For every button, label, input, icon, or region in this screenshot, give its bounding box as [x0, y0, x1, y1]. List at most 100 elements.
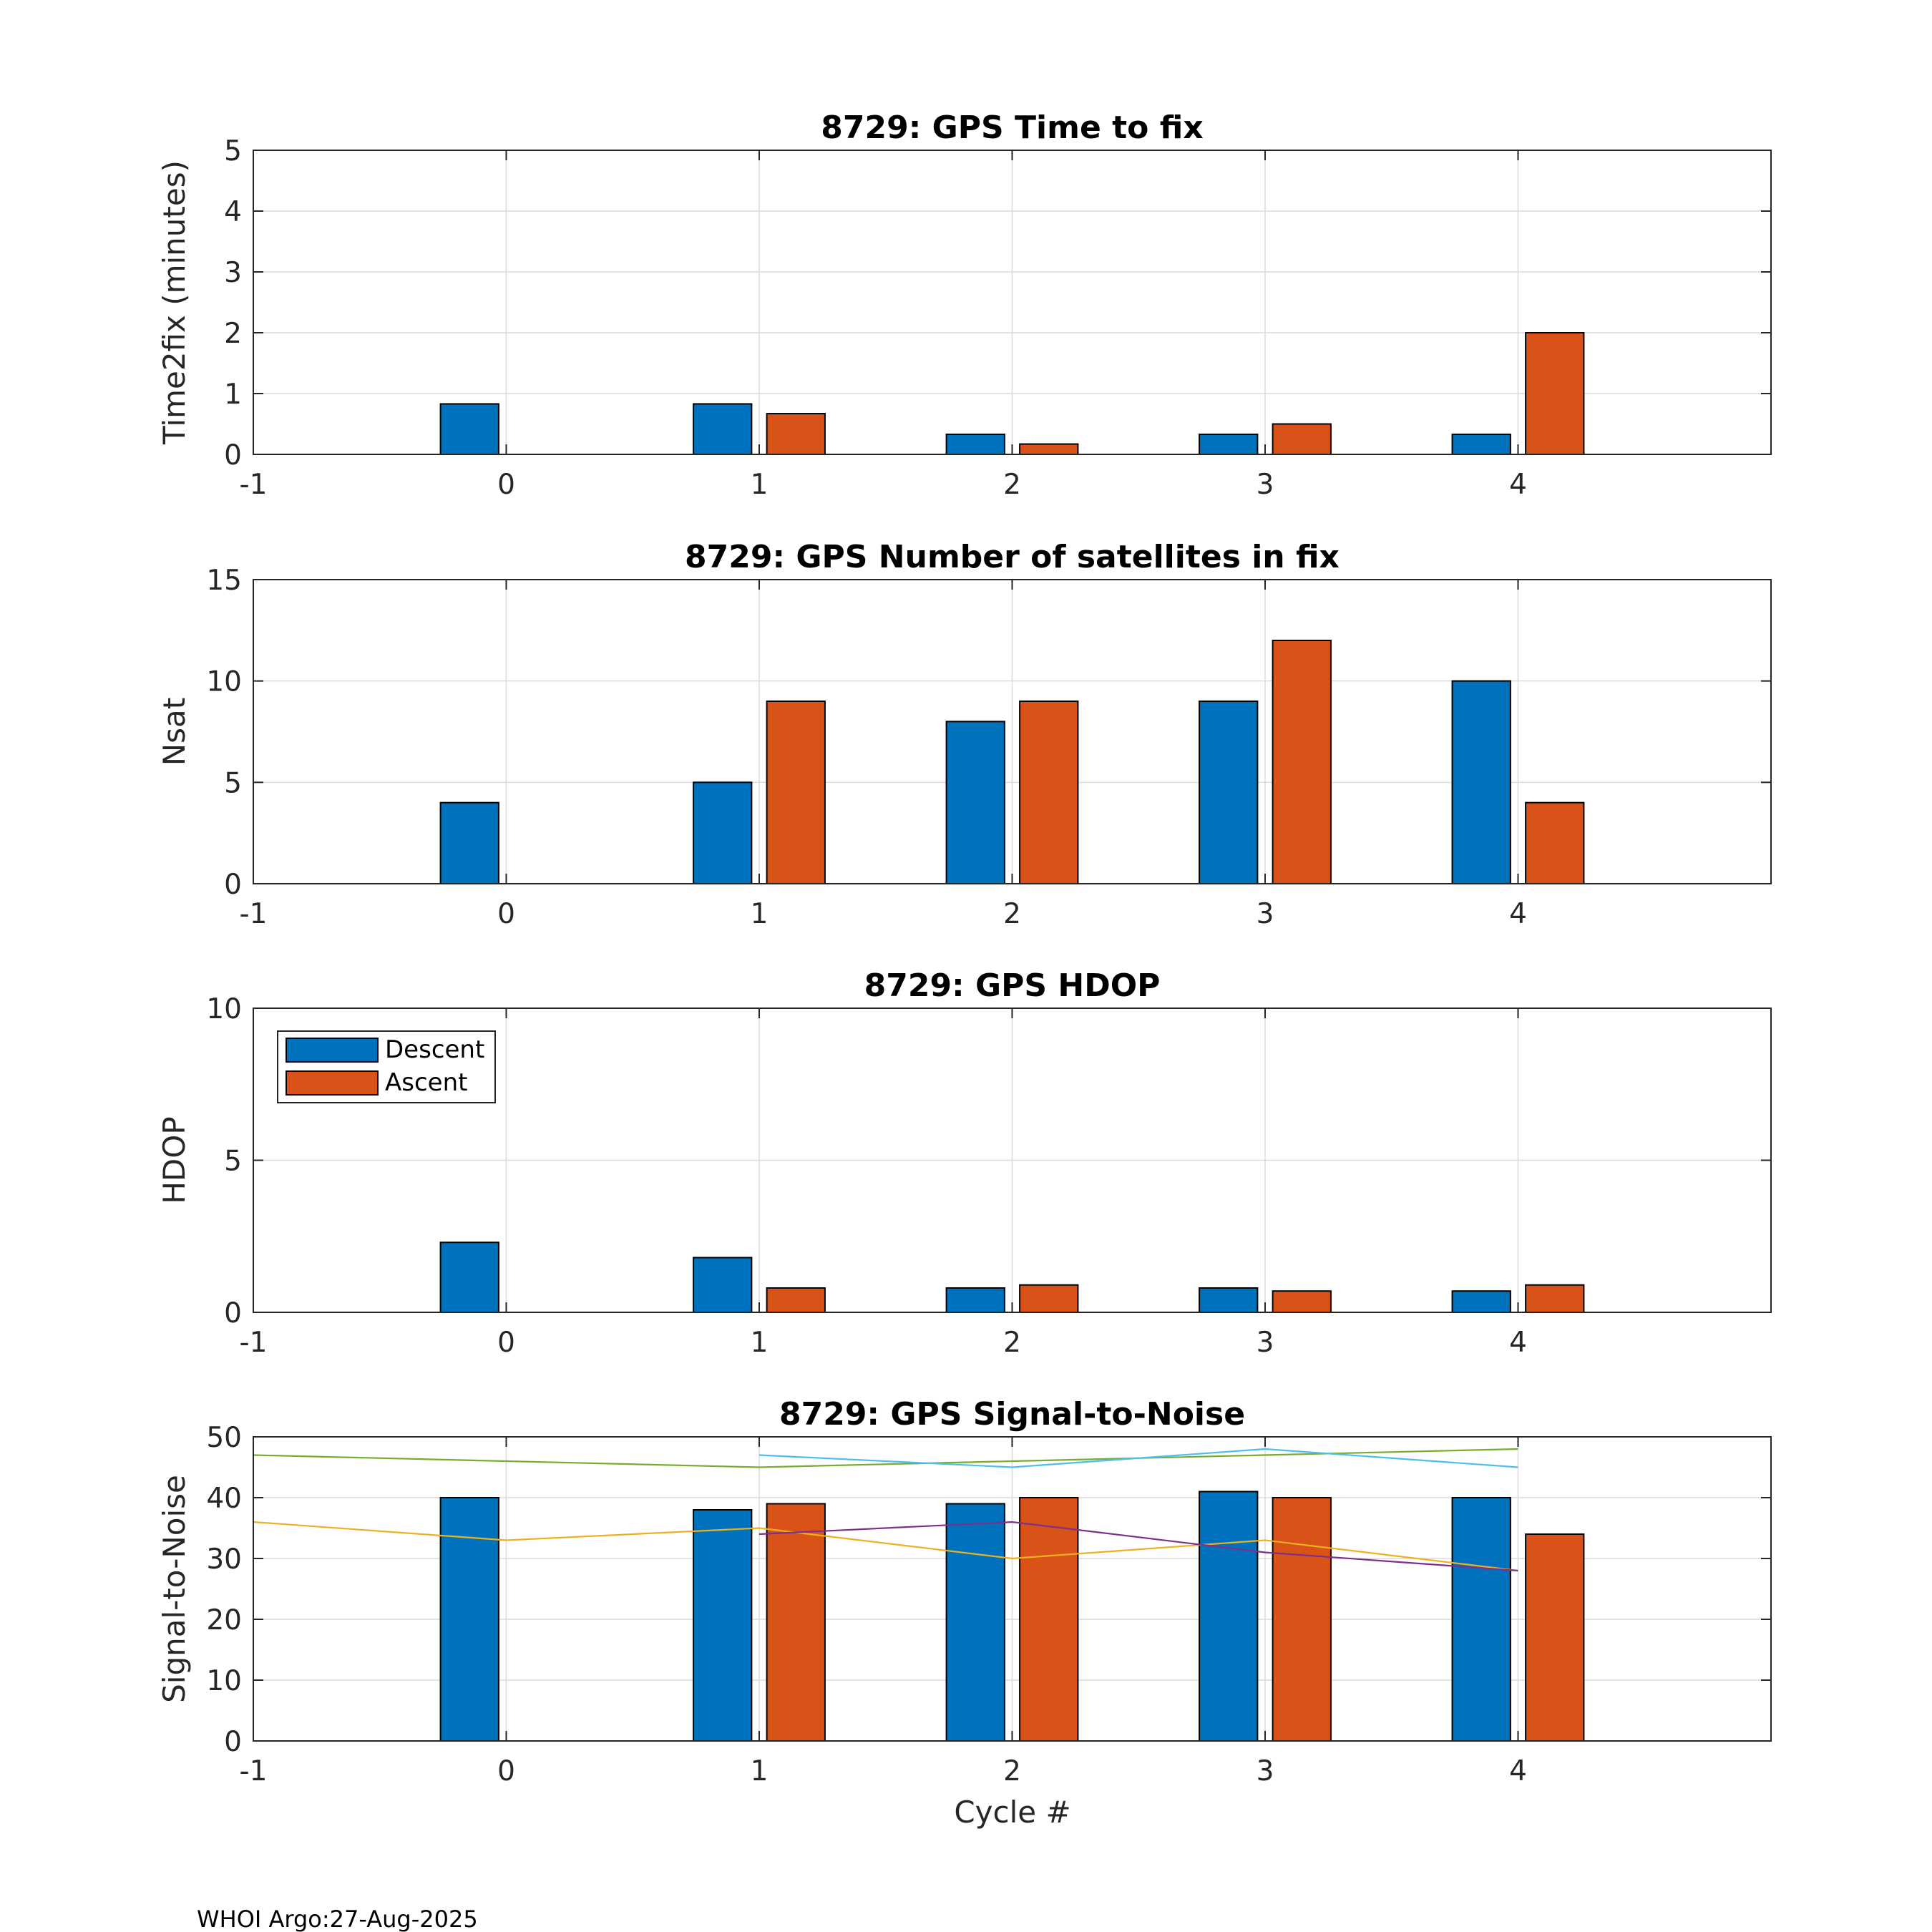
- bar-descent-cycle-0: [439, 1241, 499, 1313]
- y-tick-label: 1: [224, 379, 242, 411]
- y-tick-label: 10: [206, 666, 242, 698]
- plot-title: 8729: GPS Time to fix: [821, 109, 1203, 146]
- bar-ascent-cycle-1: [766, 1287, 826, 1313]
- x-tick-label: 2: [1003, 1327, 1021, 1359]
- bar-descent-cycle-1: [693, 403, 753, 456]
- x-tick-label: 1: [751, 469, 769, 501]
- bar-descent-cycle-4: [1451, 433, 1511, 456]
- x-tick-label: 3: [1257, 898, 1274, 930]
- bar-ascent-cycle-3: [1272, 640, 1332, 884]
- x-tick-label: -1: [240, 1327, 268, 1359]
- legend: Descent Ascent: [277, 1030, 496, 1103]
- x-tick-label: 0: [497, 1327, 515, 1359]
- bar-ascent-cycle-4: [1525, 332, 1585, 455]
- bar-descent-cycle-2: [945, 1287, 1005, 1313]
- y-tick-label: 10: [206, 993, 242, 1025]
- bar-descent-cycle-1: [693, 1509, 753, 1742]
- legend-swatch-descent: [286, 1038, 379, 1063]
- y-tick-label: 5: [224, 135, 242, 167]
- snr-line-4: [758, 1521, 1518, 1572]
- y-tick-label: 30: [206, 1543, 242, 1576]
- bar-descent-cycle-0: [439, 1497, 499, 1742]
- snr-line-3: [253, 1521, 1518, 1572]
- bar-descent-cycle-3: [1199, 433, 1259, 456]
- bar-ascent-cycle-1: [766, 413, 826, 455]
- x-tick-label: 1: [751, 1755, 769, 1787]
- y-tick-label: 10: [206, 1665, 242, 1697]
- bar-descent-cycle-4: [1451, 680, 1511, 885]
- bar-descent-cycle-0: [439, 403, 499, 456]
- y-tick-label: 0: [224, 869, 242, 901]
- legend-swatch-ascent: [286, 1070, 379, 1096]
- snr-line-2: [758, 1448, 1518, 1468]
- x-tick-label: 4: [1509, 898, 1527, 930]
- bar-ascent-cycle-4: [1525, 1284, 1585, 1313]
- bar-ascent-cycle-3: [1272, 1290, 1332, 1313]
- bar-ascent-cycle-1: [766, 1503, 826, 1742]
- y-tick-label: 20: [206, 1604, 242, 1636]
- y-tick-label: 0: [224, 1297, 242, 1330]
- x-tick-label: 2: [1003, 898, 1021, 930]
- x-axis-label: Cycle #: [954, 1795, 1070, 1830]
- x-tick-label: 4: [1509, 1755, 1527, 1787]
- y-tick-label: 0: [224, 439, 242, 472]
- y-tick-label: 4: [224, 196, 242, 228]
- bar-descent-cycle-0: [439, 801, 499, 884]
- x-tick-label: 3: [1257, 1327, 1274, 1359]
- x-tick-label: 2: [1003, 1755, 1021, 1787]
- x-tick-label: 1: [751, 898, 769, 930]
- bar-ascent-cycle-2: [1019, 1497, 1079, 1742]
- bar-ascent-cycle-4: [1525, 801, 1585, 884]
- y-axis-label: HDOP: [157, 1116, 192, 1204]
- y-tick-label: 0: [224, 1726, 242, 1758]
- y-tick-label: 50: [206, 1422, 242, 1454]
- bar-descent-cycle-1: [693, 781, 753, 885]
- y-tick-label: 5: [224, 767, 242, 799]
- x-tick-label: 0: [497, 898, 515, 930]
- x-tick-label: -1: [240, 469, 268, 501]
- x-tick-label: 3: [1257, 469, 1274, 501]
- bar-descent-cycle-3: [1199, 1287, 1259, 1313]
- bar-ascent-cycle-3: [1272, 1497, 1332, 1742]
- x-tick-label: 1: [751, 1327, 769, 1359]
- footer-credit: WHOI Argo:27-Aug-2025: [197, 1906, 478, 1932]
- bar-ascent-cycle-2: [1019, 443, 1079, 455]
- bar-ascent-cycle-2: [1019, 1284, 1079, 1313]
- y-axis-label: Time2fix (minutes): [157, 160, 192, 445]
- x-tick-label: 0: [497, 1755, 515, 1787]
- x-tick-label: -1: [240, 1755, 268, 1787]
- bar-descent-cycle-2: [945, 433, 1005, 456]
- y-tick-label: 5: [224, 1146, 242, 1178]
- y-axis-label: Signal-to-Noise: [157, 1475, 192, 1703]
- bar-descent-cycle-3: [1199, 1491, 1259, 1742]
- x-tick-label: 4: [1509, 469, 1527, 501]
- bar-ascent-cycle-1: [766, 701, 826, 884]
- plot-title: 8729: GPS Number of satellites in fix: [685, 539, 1340, 575]
- x-tick-label: 3: [1257, 1755, 1274, 1787]
- y-axis-label: Nsat: [157, 698, 192, 766]
- plot-title: 8729: GPS HDOP: [864, 967, 1161, 1004]
- plot-title: 8729: GPS Signal-to-Noise: [779, 1396, 1245, 1433]
- y-tick-label: 15: [206, 565, 242, 597]
- bar-descent-cycle-4: [1451, 1497, 1511, 1742]
- bar-descent-cycle-3: [1199, 701, 1259, 884]
- snr-line-1: [253, 1448, 1518, 1468]
- x-tick-label: 2: [1003, 469, 1021, 501]
- x-tick-label: 4: [1509, 1327, 1527, 1359]
- bar-descent-cycle-1: [693, 1257, 753, 1313]
- y-tick-label: 2: [224, 318, 242, 350]
- bar-descent-cycle-2: [945, 721, 1005, 884]
- bar-ascent-cycle-3: [1272, 423, 1332, 455]
- x-tick-label: -1: [240, 898, 268, 930]
- y-tick-label: 3: [224, 257, 242, 289]
- bar-ascent-cycle-4: [1525, 1533, 1585, 1742]
- bar-descent-cycle-4: [1451, 1290, 1511, 1313]
- bar-descent-cycle-2: [945, 1503, 1005, 1742]
- y-tick-label: 40: [206, 1483, 242, 1515]
